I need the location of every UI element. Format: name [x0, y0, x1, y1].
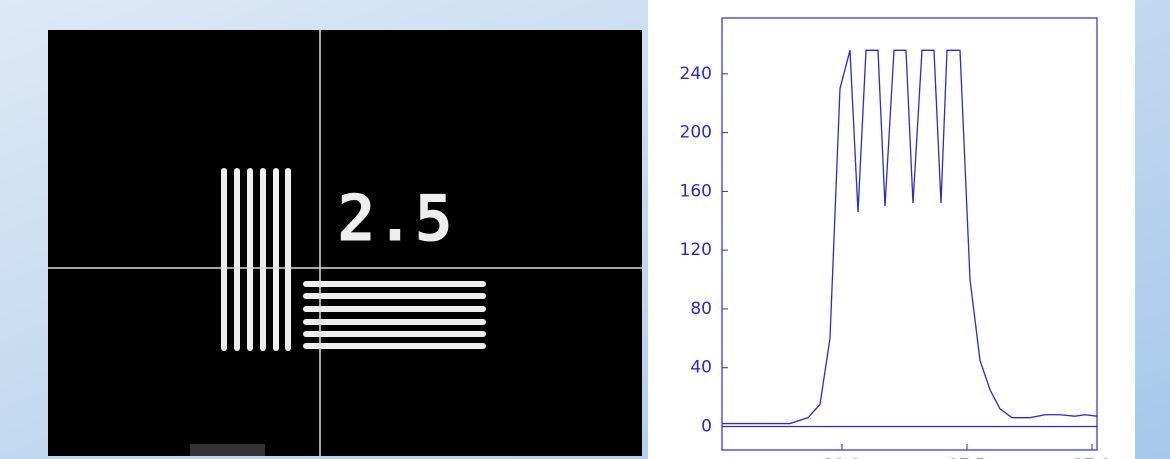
- y-tick-label: 40: [690, 358, 712, 378]
- y-tick-label: 240: [680, 64, 712, 84]
- y-tick-label: 0: [701, 416, 712, 436]
- y-tick-label: 80: [690, 299, 712, 319]
- plot-panel: [648, 0, 1135, 459]
- y-tick-label: 160: [680, 181, 712, 201]
- target-image: 2.5: [48, 30, 642, 456]
- y-tick-label: 200: [680, 123, 712, 143]
- target-label: 2.5: [337, 183, 453, 257]
- y-tick-label: 120: [680, 240, 712, 260]
- screen: 2.5 0408012016020024028.027.527.0: [0, 0, 1170, 459]
- lower-pattern: [190, 444, 265, 456]
